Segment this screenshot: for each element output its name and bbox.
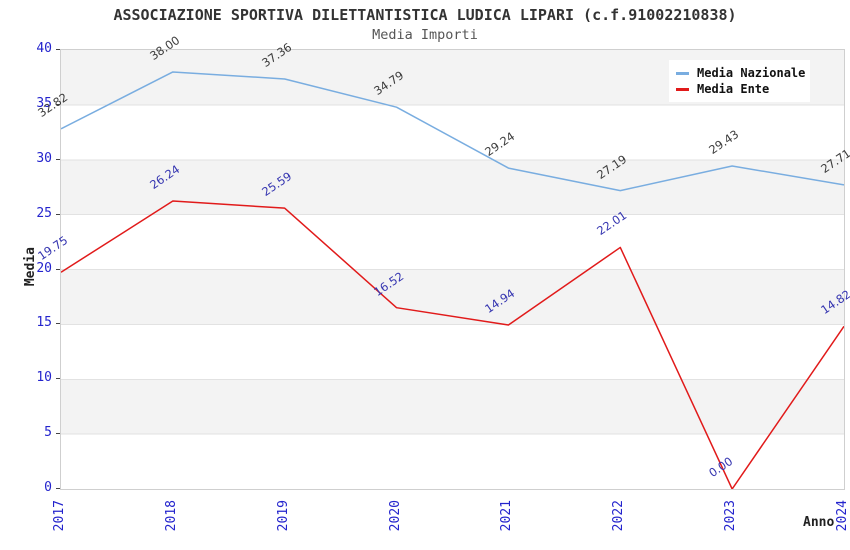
- y-tick-mark: [56, 433, 60, 435]
- legend-swatch-icon: [676, 87, 689, 91]
- y-tick-mark: [56, 378, 60, 380]
- plot-area: [60, 49, 845, 490]
- legend: Media Nazionale Media Ente: [669, 60, 810, 102]
- y-tick-label: 30: [36, 150, 52, 166]
- chart-title: ASSOCIAZIONE SPORTIVA DILETTANTISTICA LU…: [113, 6, 737, 24]
- legend-item: Media Ente: [676, 81, 810, 97]
- x-tick-label: 2022: [611, 500, 627, 532]
- legend-label: Media Nazionale: [697, 66, 806, 80]
- y-tick-mark: [56, 103, 60, 105]
- series-line: [61, 200, 844, 489]
- grid-band: [61, 269, 844, 325]
- x-tick-label: 2019: [275, 500, 291, 532]
- x-tick-label: 2018: [163, 500, 179, 532]
- y-tick-mark: [56, 213, 60, 215]
- y-tick-mark: [56, 323, 60, 325]
- y-tick-mark: [56, 158, 60, 160]
- x-tick-label: 2021: [499, 500, 515, 532]
- x-tick-label: 2024: [835, 500, 850, 532]
- plot-svg: [61, 50, 844, 489]
- legend-swatch-icon: [676, 71, 689, 75]
- chart-subtitle: Media Importi: [372, 27, 478, 43]
- x-tick-label: 2017: [52, 500, 67, 532]
- y-tick-label: 35: [36, 95, 52, 111]
- y-tick-mark: [56, 268, 60, 270]
- y-tick-label: 20: [36, 260, 52, 276]
- grid-band: [61, 159, 844, 215]
- x-tick-label: 2020: [387, 500, 403, 532]
- y-axis-title: Media: [23, 247, 38, 287]
- y-tick-label: 5: [44, 425, 52, 441]
- y-tick-mark: [56, 488, 60, 489]
- legend-label: Media Ente: [697, 82, 770, 96]
- x-axis-title: Anno: [803, 515, 835, 530]
- series-line: [61, 71, 844, 192]
- grid-band: [61, 379, 844, 435]
- y-tick-label: 40: [36, 41, 52, 56]
- x-tick-label: 2023: [723, 500, 739, 532]
- y-tick-label: 15: [36, 315, 52, 331]
- y-tick-label: 10: [36, 370, 52, 386]
- y-tick-mark: [56, 49, 60, 50]
- y-tick-label: 25: [36, 205, 52, 221]
- y-tick-label: 0: [44, 480, 52, 495]
- legend-item: Media Nazionale: [676, 65, 810, 81]
